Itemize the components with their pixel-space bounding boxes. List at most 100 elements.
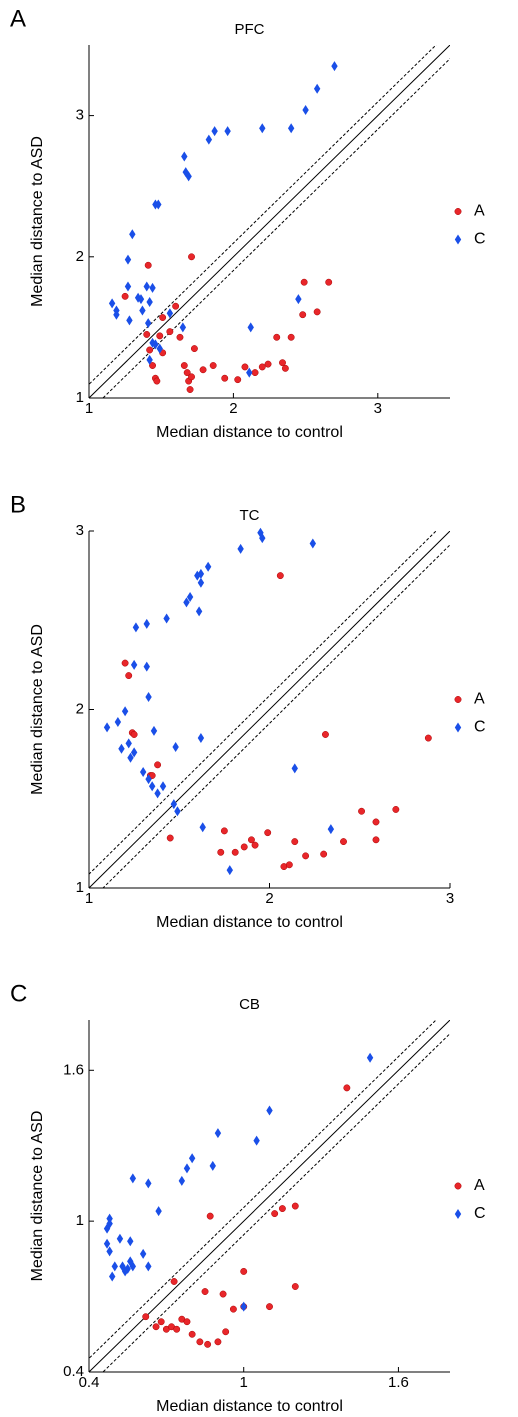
point: [264, 360, 272, 368]
point: [149, 282, 156, 293]
point: [309, 538, 317, 549]
point: [152, 1323, 160, 1331]
legend-marker: [454, 696, 462, 703]
point: [209, 362, 217, 369]
point: [217, 848, 225, 856]
y-tick-label: 1: [76, 879, 84, 896]
identity-line: [89, 1020, 450, 1372]
point: [237, 543, 244, 554]
point: [103, 722, 111, 733]
legend-label: A: [474, 691, 485, 708]
y-tick-label: 3: [76, 522, 84, 539]
point: [180, 362, 188, 369]
point: [302, 104, 309, 115]
point: [170, 1278, 178, 1285]
point: [176, 333, 184, 341]
point: [300, 278, 308, 286]
point: [125, 672, 133, 680]
legend-marker: [454, 722, 462, 733]
point: [130, 659, 138, 670]
point: [127, 1256, 134, 1267]
point: [179, 322, 187, 333]
point: [291, 838, 299, 846]
point: [172, 302, 180, 310]
point: [251, 369, 259, 377]
point: [149, 362, 156, 369]
y-tick-label: 2: [76, 248, 84, 265]
y-tick-label: 0.4: [63, 1363, 84, 1380]
identity-line: [89, 531, 450, 888]
point: [124, 254, 132, 265]
point: [322, 731, 329, 738]
legend-marker: [454, 234, 462, 245]
point: [118, 743, 125, 754]
point: [358, 807, 366, 815]
point: [144, 261, 152, 269]
point: [285, 861, 293, 869]
legend-label: C: [474, 1205, 486, 1222]
point: [114, 716, 122, 727]
point: [199, 822, 206, 833]
point: [278, 1205, 286, 1213]
point: [196, 1338, 204, 1346]
x-axis-label: Median distance to control: [156, 914, 343, 931]
point: [183, 1318, 191, 1326]
point: [248, 836, 255, 844]
point: [259, 123, 266, 134]
x-tick-label: 1: [85, 400, 93, 417]
point: [211, 126, 218, 137]
point: [295, 294, 302, 305]
chart-title: PFC: [235, 21, 265, 38]
point: [197, 577, 205, 588]
point: [156, 343, 163, 354]
point: [143, 661, 150, 672]
y-axis-label: Median distance to ASD: [29, 1111, 46, 1282]
point: [327, 824, 335, 835]
identity-line: [89, 45, 450, 398]
point: [313, 83, 321, 94]
point: [146, 346, 154, 354]
point: [372, 836, 380, 844]
point: [116, 1233, 124, 1244]
point: [291, 1283, 299, 1290]
point: [163, 613, 170, 624]
y-axis-label: Median distance to ASD: [29, 624, 46, 795]
point: [287, 123, 295, 134]
point: [159, 314, 167, 321]
point: [194, 570, 201, 581]
point: [106, 1246, 113, 1257]
point: [173, 1325, 181, 1333]
point: [127, 1236, 134, 1247]
point: [174, 806, 181, 817]
point: [229, 1305, 237, 1313]
y-tick-label: 1: [76, 389, 84, 406]
point: [183, 1163, 191, 1174]
point: [152, 199, 159, 210]
band-line: [102, 1032, 450, 1372]
legend-label: A: [474, 203, 485, 220]
legend-label: C: [474, 719, 486, 736]
point: [142, 1313, 150, 1321]
point: [145, 774, 152, 785]
band-line: [102, 57, 450, 398]
point: [190, 345, 198, 353]
point: [197, 733, 205, 744]
point: [129, 229, 136, 240]
point: [291, 1202, 299, 1210]
point: [221, 374, 229, 382]
point: [127, 752, 134, 763]
point: [148, 781, 156, 792]
point: [257, 527, 264, 538]
point: [220, 827, 228, 835]
point: [231, 848, 239, 856]
point: [224, 126, 231, 137]
point: [291, 763, 298, 774]
point: [214, 1128, 222, 1139]
point: [183, 597, 190, 608]
point: [154, 788, 161, 799]
point: [273, 333, 281, 341]
point: [197, 568, 205, 579]
point: [183, 369, 191, 377]
point: [392, 806, 400, 813]
point: [320, 850, 328, 858]
